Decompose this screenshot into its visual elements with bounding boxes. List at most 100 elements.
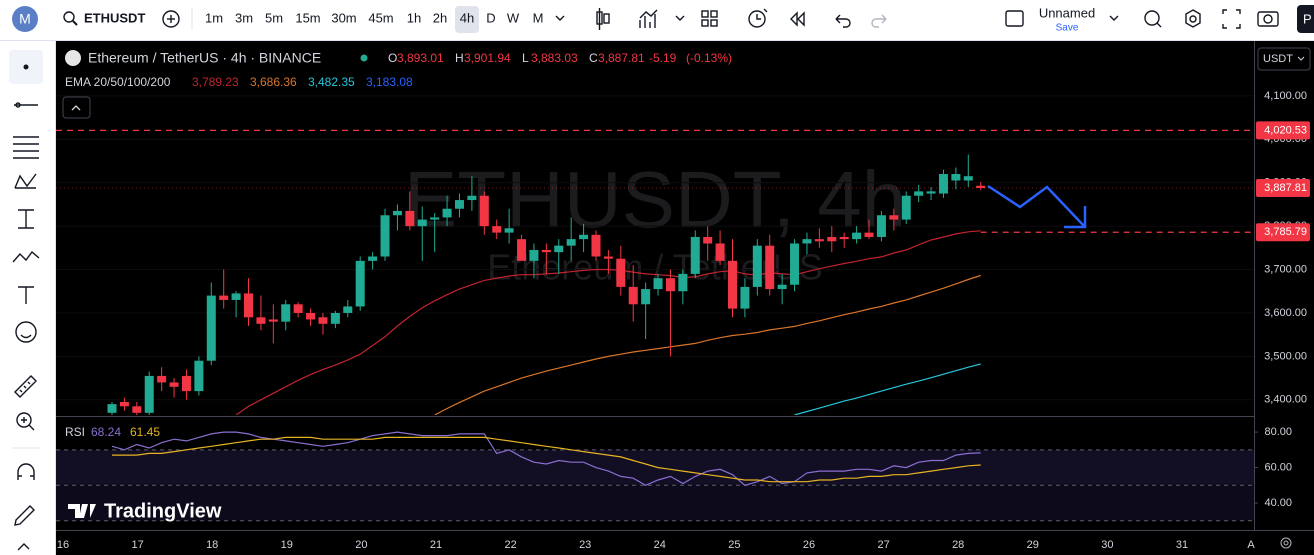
watermark-title: ETHUSDT, 4h: [404, 155, 906, 244]
interval[interactable]: D: [486, 10, 495, 25]
indicators-icon[interactable]: [639, 9, 658, 28]
interval[interactable]: 4h: [460, 10, 474, 25]
tool-emoji[interactable]: [15, 321, 37, 343]
ohlc-value: 3,883.03: [531, 51, 578, 65]
interval[interactable]: 1m: [205, 10, 223, 25]
y-tick-label: 3,700.00: [1264, 263, 1307, 275]
tool-cursor[interactable]: [23, 64, 29, 70]
layout-dropdown[interactable]: [1109, 15, 1119, 21]
tool-zoom[interactable]: [16, 412, 35, 431]
interval[interactable]: 15m: [295, 10, 320, 25]
ema-line: [434, 274, 981, 415]
quick-search[interactable]: [1144, 10, 1162, 28]
snapshot[interactable]: [1257, 11, 1279, 27]
tool-fib[interactable]: [13, 136, 39, 159]
tool-ruler[interactable]: [14, 375, 37, 398]
tool-lock-draw[interactable]: [14, 505, 35, 526]
x-tick-label: 18: [206, 539, 218, 551]
candle-body: [417, 219, 427, 227]
candle-body: [554, 245, 564, 253]
tool-magnet[interactable]: [17, 463, 35, 480]
ema-label: EMA 20/50/100/200: [65, 75, 171, 89]
tool-patterns[interactable]: [14, 173, 37, 189]
candle-body: [107, 404, 117, 413]
candle-body: [715, 243, 725, 261]
ohlc-value: 3,893.01: [397, 51, 444, 65]
tool-text[interactable]: [18, 286, 34, 304]
publish-button[interactable]: [1297, 5, 1314, 33]
candle-body: [678, 273, 688, 292]
candle-body: [852, 232, 862, 240]
fullscreen[interactable]: [1222, 9, 1241, 29]
candle-body: [144, 375, 154, 413]
interval[interactable]: W: [507, 10, 520, 25]
y-tick-label: 3,500.00: [1264, 350, 1307, 362]
ohlc-key: O: [388, 51, 397, 65]
change-pct: (-0.13%): [686, 51, 732, 65]
candle-body: [628, 286, 638, 305]
collapse-icon: [71, 105, 81, 111]
candle-body: [194, 360, 204, 392]
alert-icon[interactable]: [748, 8, 768, 28]
replay-icon[interactable]: [790, 11, 805, 27]
candle-body: [529, 249, 539, 261]
x-tick-label: 23: [579, 539, 591, 551]
interval-dropdown[interactable]: [555, 15, 565, 21]
avatar[interactable]: [12, 6, 38, 32]
x-tick-label: 22: [504, 539, 516, 551]
x-tick-label: 19: [281, 539, 293, 551]
ema-value: 3,789.23: [192, 75, 239, 89]
publish-letter: P: [1303, 11, 1312, 26]
drawn-arrow[interactable]: [987, 184, 1087, 229]
tool-more[interactable]: [17, 543, 30, 551]
candle-body: [281, 304, 291, 322]
currency-dropdown: [1297, 56, 1305, 61]
interval[interactable]: M: [533, 10, 544, 25]
top-toolbar: [0, 0, 1314, 40]
price-badge: [1256, 223, 1310, 242]
indicators-dropdown[interactable]: [675, 15, 685, 21]
candle-body: [181, 375, 191, 392]
layout-checkbox[interactable]: [1005, 10, 1024, 27]
undo[interactable]: [835, 14, 851, 28]
time-axis-settings[interactable]: [1280, 537, 1292, 549]
currency-button[interactable]: [1257, 47, 1311, 71]
price-badge-label: 3,887.81: [1264, 182, 1307, 194]
interval[interactable]: 5m: [265, 10, 283, 25]
price-badge-label: 4,020.53: [1264, 124, 1307, 136]
candle-body: [169, 382, 179, 387]
candle-type[interactable]: [596, 8, 610, 30]
brand: TradingView: [104, 500, 222, 522]
redo[interactable]: [871, 14, 887, 28]
candle-body: [566, 239, 576, 246]
interval[interactable]: 2h: [433, 10, 447, 25]
y-tick-label: 3,400.00: [1264, 394, 1307, 406]
search-icon[interactable]: [63, 11, 78, 26]
rsi-ma-value: 61.45: [130, 425, 160, 439]
interval[interactable]: 45m: [368, 10, 393, 25]
settings[interactable]: [1185, 9, 1201, 28]
tool-prediction[interactable]: [18, 209, 34, 229]
save-label[interactable]: Save: [1056, 23, 1079, 34]
add-symbol[interactable]: [162, 10, 180, 28]
interval[interactable]: 3m: [235, 10, 253, 25]
candle-body: [814, 239, 824, 242]
currency[interactable]: USDT: [1263, 53, 1293, 65]
layout-name[interactable]: Unnamed: [1039, 5, 1095, 20]
candle-body: [293, 304, 303, 313]
interval[interactable]: 1h: [407, 10, 421, 25]
candle-body: [690, 236, 700, 274]
collapse-button[interactable]: [62, 96, 91, 119]
ema-value: 3,686.36: [250, 75, 297, 89]
tool-brush[interactable]: [12, 250, 40, 263]
price-badge: [1256, 178, 1310, 197]
candle-body: [467, 195, 477, 201]
layouts-icon[interactable]: [701, 10, 718, 27]
ohlc: O 3,893.01 H 3,901.94 L 3,883.03 C 3,887.81 -5.1…: [388, 51, 732, 65]
change: -5.19: [649, 51, 677, 65]
candle-body: [157, 375, 167, 383]
y-tick-label: 3,600.00: [1264, 307, 1307, 319]
interval[interactable]: 30m: [331, 10, 356, 25]
symbol[interactable]: ETHUSDT: [84, 10, 145, 25]
candle-body: [306, 312, 316, 320]
